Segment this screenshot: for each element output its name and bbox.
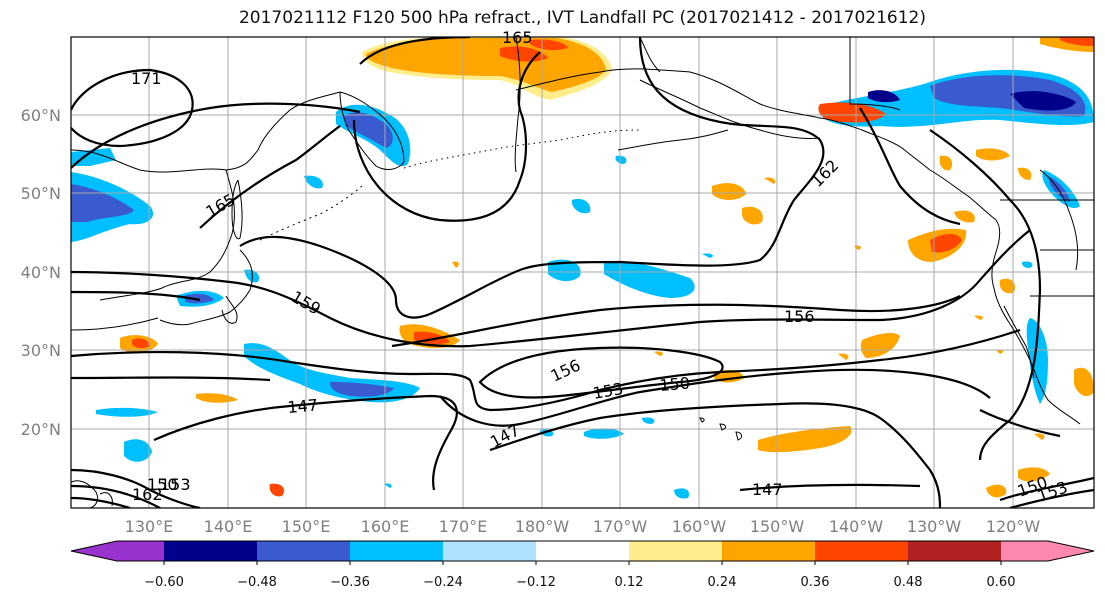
lon-label: 160°E [361,517,410,536]
lon-label: 150°W [750,517,805,536]
lat-label: 50°N [21,184,61,203]
contour-label: 150 [659,373,691,395]
colorbar: −0.60 −0.48 −0.36 −0.24 −0.12 0.12 0.24 0.36 0.4… [70,540,1095,590]
lat-label: 30°N [21,341,61,360]
height-contours [71,37,1094,508]
colorbar-frame [70,540,1095,562]
lon-label: 130°W [907,517,962,536]
colorbar-cell [722,541,816,561]
colorbar-tick-label: −0.12 [516,575,556,590]
lon-label: 180°W [515,517,570,536]
lon-label: 140°E [204,517,253,536]
contour-label: 162 [132,485,163,504]
contour-label: 147 [752,480,783,499]
colorbar-cell [350,541,444,561]
map-title: 2017021112 F120 500 hPa refract., IVT La… [238,8,926,28]
lon-label: 150°E [282,517,331,536]
lat-label: 60°N [21,106,61,125]
lon-label: 160°W [672,517,727,536]
contour-label: 150 [147,475,178,494]
lon-label: 170°W [593,517,648,536]
colorbar-cell [71,541,164,561]
colorbar-tick-label: −0.36 [330,575,370,590]
contour-label: 156 [784,307,815,326]
latitude-labels: 60°N 50°N 40°N 30°N 20°N [21,106,61,439]
colorbar-cell [815,541,909,561]
lon-label: 130°E [125,517,174,536]
colorbar-cell [629,541,723,561]
colorbar-tick-label: 0.48 [894,575,923,590]
colorbar-tick-label: 0.60 [987,575,1016,590]
lat-label: 40°N [21,263,61,282]
colorbar-cell [443,541,537,561]
colorbar-cell [1001,541,1094,561]
lat-label: 20°N [21,420,61,439]
lon-label: 120°W [986,517,1041,536]
graticule [71,37,1094,508]
contour-label: 171 [131,69,162,88]
colorbar-cell [164,541,258,561]
contour-label: 147 [287,395,319,417]
colorbar-tick-label: 0.24 [708,575,737,590]
colorbar-cell [536,541,630,561]
lon-label: 140°W [829,517,884,536]
lon-label: 170°E [439,517,488,536]
coastlines [71,37,1094,508]
colorbar-tick-label: −0.24 [423,575,463,590]
colorbar-cell [257,541,351,561]
colorbar-tick-label: −0.60 [144,575,184,590]
colorbar-tick-label: 0.36 [801,575,830,590]
colorbar-tick-label: 0.12 [615,575,644,590]
map-frame [70,36,1095,509]
colorbar-cell [908,541,1002,561]
contour-label: 153 [160,475,191,494]
longitude-labels: 130°E 140°E 150°E 160°E 170°E 180°W 170°… [125,517,1041,536]
colorbar-tick-label: −0.48 [237,575,277,590]
